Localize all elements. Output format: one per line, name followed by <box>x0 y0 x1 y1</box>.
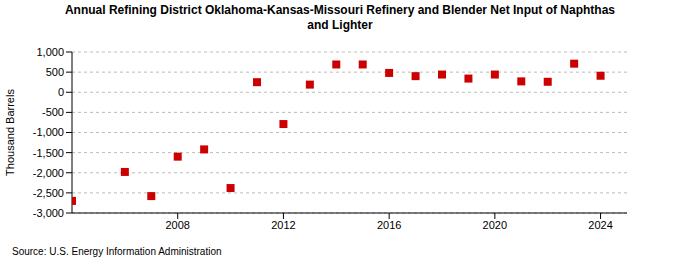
svg-text:-1,000: -1,000 <box>33 126 64 138</box>
svg-text:0: 0 <box>58 86 64 98</box>
svg-text:2020: 2020 <box>483 219 507 231</box>
svg-text:2024: 2024 <box>588 219 612 231</box>
html-text:Source: U.S. Energy Informatio: Source: U.S. Energy Information Administ… <box>12 246 222 257</box>
svg-text:2008: 2008 <box>165 219 189 231</box>
svg-text:-1,500: -1,500 <box>33 147 64 159</box>
html-text:Annual Refining District Oklah: Annual Refining District Oklahoma-Kansas… <box>65 3 615 32</box>
svg-text:-3,000: -3,000 <box>33 207 64 219</box>
svg-text:500: 500 <box>46 66 64 78</box>
svg-text:1,000: 1,000 <box>36 46 64 58</box>
svg-text:Thousand Barrels: Thousand Barrels <box>8 89 16 176</box>
svg-text:-2,500: -2,500 <box>33 187 64 199</box>
svg-text:2012: 2012 <box>271 219 295 231</box>
svg-text:-2,000: -2,000 <box>33 167 64 179</box>
svg-text:2016: 2016 <box>377 219 401 231</box>
svg-text:-500: -500 <box>42 106 64 118</box>
